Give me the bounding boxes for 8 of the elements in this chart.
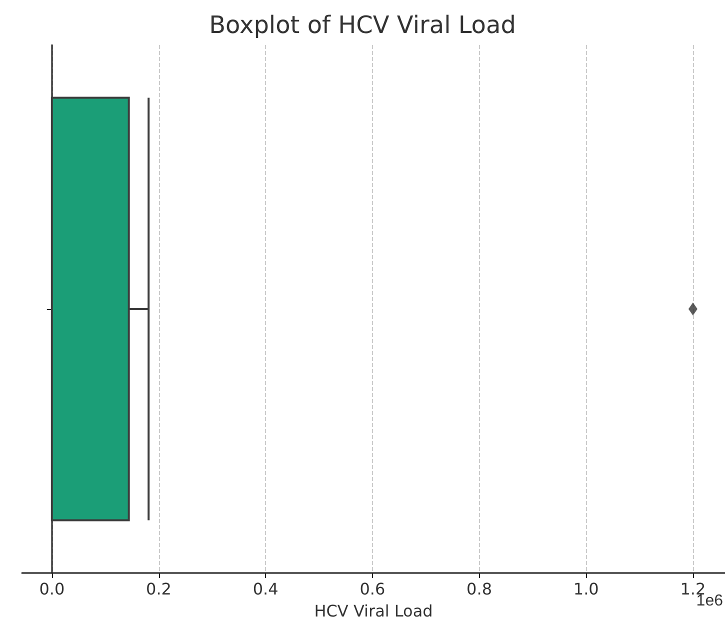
- x-tick-label: 0.6: [360, 580, 386, 598]
- x-tick-label: 0.4: [252, 580, 278, 598]
- x-tick-label: 0.8: [466, 580, 492, 598]
- x-tick-label: 1.0: [573, 580, 599, 598]
- chart-title: Boxplot of HCV Viral Load: [209, 11, 516, 39]
- x-tick-label: 0.0: [39, 580, 65, 598]
- x-axis-title: HCV Viral Load: [314, 602, 433, 620]
- x-tick-label: 0.2: [146, 580, 172, 598]
